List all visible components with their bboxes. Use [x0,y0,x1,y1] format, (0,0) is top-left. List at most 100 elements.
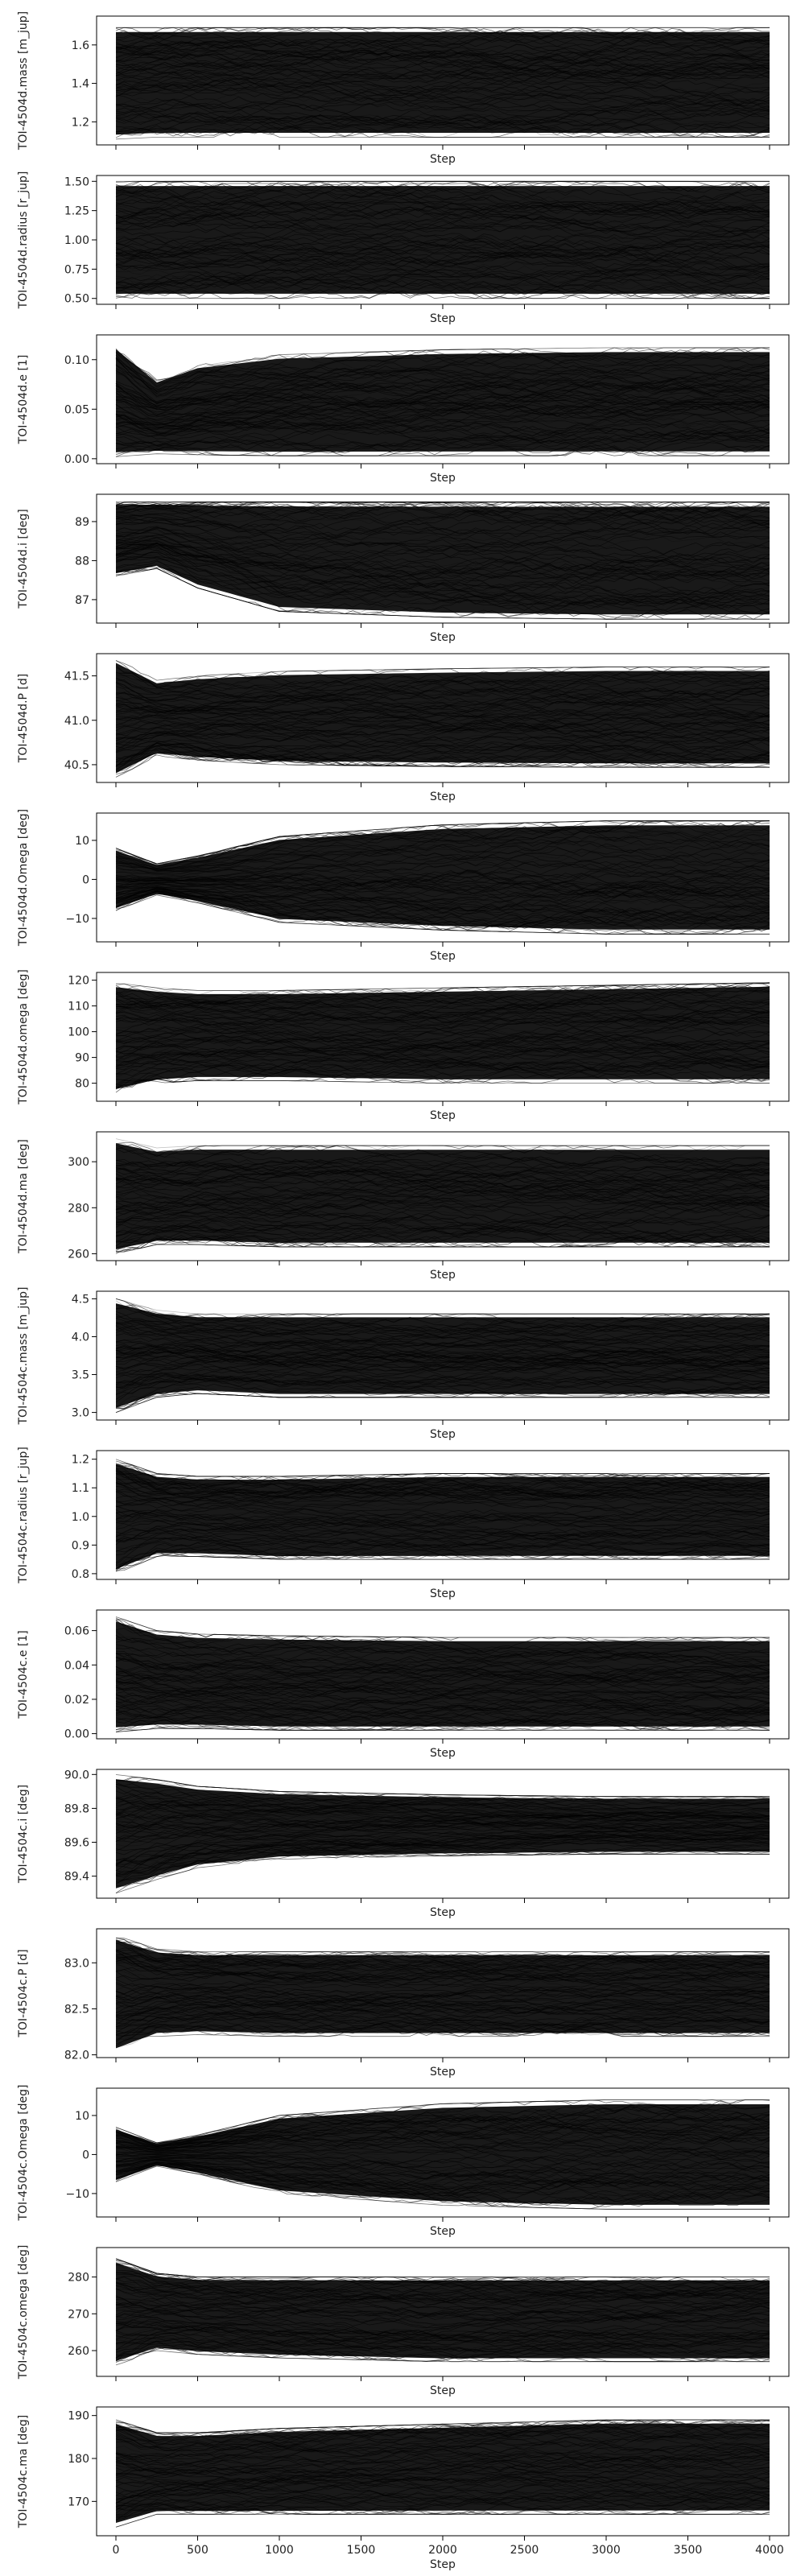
walker-trace [115,2165,770,2210]
panel-8: 3.0 3.5 4.0 4.5 Step TOI-4504c.mass [m_jup] [17,1287,790,1441]
ytick-label: 1.6 [72,39,89,52]
x-axis-label: Step [430,1906,456,1919]
panel-0: 1.2 1.4 1.6 Step TOI-4504d.mass [m_jup] [17,11,790,166]
walker-traces [115,2258,770,2366]
trace-density-band [116,1303,770,1408]
ytick-label: 1.50 [64,175,89,188]
ytick-label: 90.0 [64,1769,89,1781]
walker-trace [115,502,770,513]
ytick-label: 4.5 [72,1293,89,1306]
walker-traces [115,1138,770,1254]
ytick-label: 100 [68,1026,89,1039]
panel-10: 0.00 0.02 0.04 0.06 Step TOI-4504c.e [1] [17,1609,790,1760]
panel-4: 40.5 41.0 41.5 Step TOI-4504d.P [d] [17,653,790,803]
ytick-label: 90 [75,1052,89,1065]
y-axis-label: TOI-4504d.i [deg] [17,509,30,609]
ytick-label: 0 [82,873,89,886]
ytick-label: 260 [68,1248,89,1261]
y-axis-label: TOI-4504c.P [d] [17,1949,30,2037]
y-axis-label: TOI-4504c.mass [m_jup] [17,1287,30,1426]
trace-density-band [116,186,770,294]
trace-density-band [116,349,770,452]
walker-traces [115,502,770,620]
ytick-label: 180 [68,2453,89,2466]
ytick-label: 82.0 [64,2050,89,2062]
trace-density-band [116,2423,770,2523]
y-axis-label: TOI-4504d.omega [deg] [17,969,30,1105]
walker-trace [115,1393,770,1413]
walker-trace [115,2024,770,2037]
walker-trace [115,1385,770,1409]
trace-density-band [116,1463,770,1570]
y-axis-label: TOI-4504c.ma [deg] [17,2415,30,2529]
ytick-label: 10 [75,835,89,848]
panel-15: 170 180 190 0 500 1000 1500 2000 2500 3000 3500 400… [17,2406,790,2571]
ytick-label: 82.5 [64,2003,89,2016]
xtick-label: 2000 [428,2544,457,2557]
ytick-label: 280 [68,1202,89,1215]
ytick-label: 0.04 [64,1659,89,1672]
walker-trace [115,347,770,382]
x-axis-label: Step [430,312,456,325]
ytick-label: 80 [75,1078,89,1091]
ytick-label: 0.9 [72,1539,89,1552]
panel-1: 0.50 0.75 1.00 1.25 1.50 Step TOI-4504d.radius… [17,171,790,325]
ytick-label: 41.5 [64,671,89,683]
x-axis-label: Step [430,631,456,644]
walker-trace [115,1393,770,1413]
walker-trace [115,894,770,935]
x-axis-label: Step [430,2384,456,2397]
ytick-label: 87 [75,594,89,607]
x-axis-label: Step [430,2558,456,2571]
walker-trace [115,1555,770,1572]
ytick-label: 3.5 [72,1369,89,1382]
trace-density-band [116,663,770,774]
ytick-label: 280 [68,2272,89,2285]
xtick-label: 2500 [510,2544,539,2557]
ytick-label: −10 [65,913,89,926]
walker-trace [115,1941,770,1953]
y-axis-label: TOI-4504d.radius [r_jup] [17,171,30,310]
trace-density-band [116,31,770,135]
ytick-label: 3.0 [72,1407,89,1420]
ytick-label: 89.6 [64,1837,89,1850]
panel-7: 260 280 300 Step TOI-4504d.ma [deg] [17,1131,790,1282]
y-axis-label: TOI-4504d.ma [deg] [17,1139,30,1254]
walker-traces [115,659,770,778]
x-axis-label: Step [430,791,456,803]
x-axis-label: Step [430,2225,456,2238]
ytick-label: 300 [68,1156,89,1169]
xtick-label: 3000 [592,2544,621,2557]
trace-density-band [116,1779,770,1889]
ytick-label: 190 [68,2410,89,2423]
ytick-label: 1.0 [72,1511,89,1524]
panel-14: 260 270 280 Step TOI-4504c.omega [deg] [17,2245,790,2397]
walker-traces [115,1937,770,2049]
y-axis-label: TOI-4504c.omega [deg] [17,2245,30,2380]
ytick-label: 1.00 [64,234,89,247]
walker-trace [115,1616,770,1641]
ytick-label: 0.50 [64,293,89,306]
x-axis-label: Step [430,153,456,166]
ytick-label: 1.2 [72,116,89,129]
ytick-label: 88 [75,555,89,568]
ytick-label: 4.0 [72,1331,89,1344]
x-axis-label: Step [430,1109,456,1122]
ytick-label: 270 [68,2308,89,2321]
x-axis-label: Step [430,950,456,963]
trace-density-band [116,1143,770,1249]
xtick-label: 1500 [347,2544,376,2557]
walker-traces [115,1774,770,1894]
walker-trace [115,2347,770,2363]
ytick-label: 0.00 [64,453,89,466]
y-axis-label: TOI-4504c.Omega [deg] [17,2084,30,2221]
ytick-label: 40.5 [64,759,89,772]
trace-density-band [116,2263,770,2361]
xtick-label: 0 [113,2544,120,2557]
x-axis-label: Step [430,2066,456,2079]
y-axis-label: TOI-4504c.e [1] [17,1630,30,1719]
ytick-label: 10 [75,2110,89,2123]
ytick-label: 89.4 [64,1871,89,1884]
trace-density-band [116,2104,770,2205]
